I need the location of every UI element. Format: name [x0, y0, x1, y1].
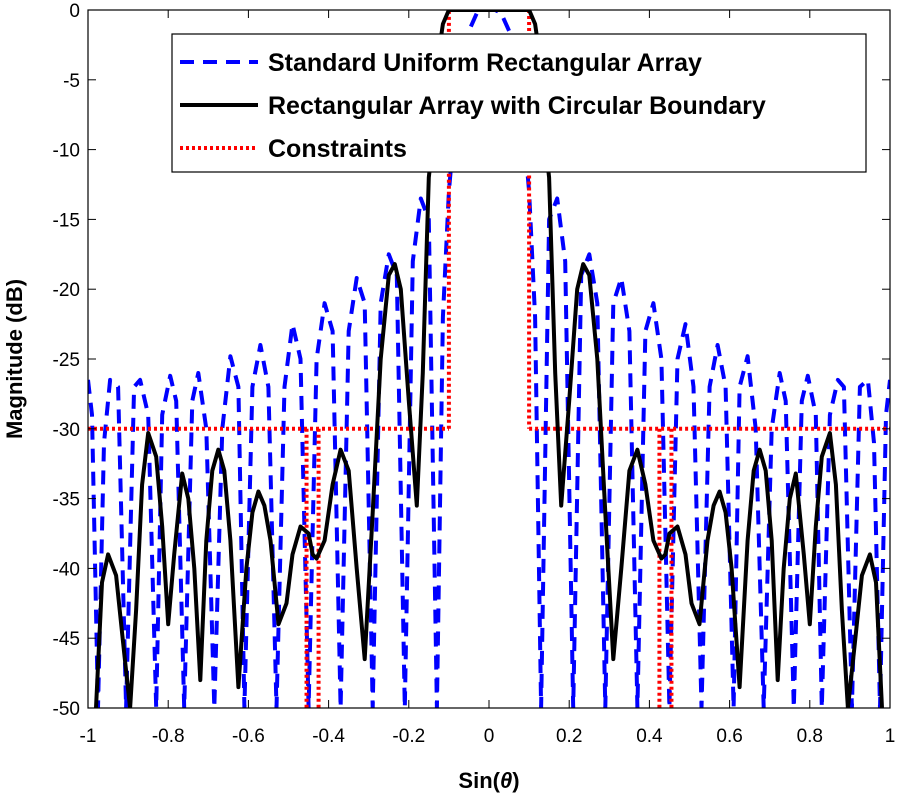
x-tick-label: 0.8 [797, 726, 823, 747]
series-circular-line [94, 10, 884, 708]
legend-label-constraints: Constraints [268, 135, 407, 163]
legend-label-standard: Standard Uniform Rectangular Array [268, 49, 702, 77]
x-tick-label: 0.6 [716, 726, 742, 747]
y-tick-label: -45 [53, 629, 80, 650]
y-tick-label: -50 [53, 699, 80, 720]
x-tick-label: -0.4 [312, 726, 345, 747]
y-tick-label: 0 [69, 1, 80, 22]
x-tick-label: 1 [885, 726, 896, 747]
x-tick-label: 0.4 [636, 726, 663, 747]
x-tick-label: -1 [80, 726, 97, 747]
x-tick-label: -0.8 [152, 726, 185, 747]
y-axis-label: Magnitude (dB) [2, 279, 27, 439]
series-layer [88, 10, 890, 708]
y-tick-label: -35 [53, 490, 80, 511]
x-tick-label: 0 [484, 726, 495, 747]
x-tick-label: 0.2 [556, 726, 582, 747]
x-axis-label: Sin(θ) [458, 768, 519, 793]
y-tick-label: -25 [53, 350, 80, 371]
legend-label-circular: Rectangular Array with Circular Boundary [268, 92, 766, 120]
x-tick-label: -0.2 [392, 726, 425, 747]
legend: Standard Uniform Rectangular Array Recta… [171, 33, 867, 173]
y-tick-label: -15 [53, 210, 80, 231]
y-tick-label: -10 [53, 141, 80, 162]
y-tick-label: -5 [63, 71, 80, 92]
y-tick-label: -20 [53, 280, 80, 301]
legend-box [171, 33, 867, 173]
y-tick-label: -30 [53, 420, 80, 441]
y-tick-label: -40 [53, 559, 80, 580]
tick-layer: -1 -0.8 -0.6 -0.4 -0.2 0 0.2 0.4 0.6 0.8 1 0 -5 -10 -1… [53, 1, 896, 747]
x-tick-label: -0.6 [232, 726, 265, 747]
